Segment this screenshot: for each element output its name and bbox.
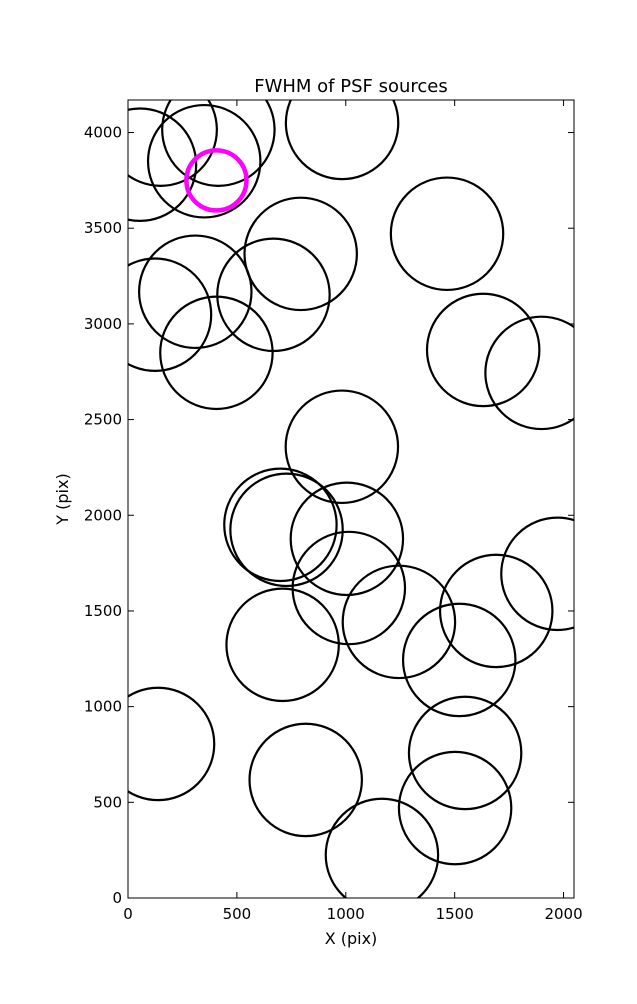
y-tick-label: 2000 bbox=[84, 506, 122, 524]
source-circle bbox=[128, 100, 218, 187]
source-circle bbox=[284, 389, 400, 505]
source-circle bbox=[146, 103, 262, 219]
x-tick-label: 0 bbox=[123, 905, 133, 923]
source-circle bbox=[291, 530, 407, 646]
source-circle bbox=[401, 602, 517, 718]
source-circle bbox=[324, 797, 440, 898]
x-tick-label: 1000 bbox=[327, 905, 365, 923]
source-circle bbox=[425, 292, 541, 408]
y-axis-label: Y (pix) bbox=[53, 473, 72, 525]
x-tick-label: 1500 bbox=[436, 905, 474, 923]
source-circle bbox=[184, 148, 249, 213]
y-tick-label: 1500 bbox=[84, 602, 122, 620]
y-tick-label: 2500 bbox=[84, 411, 122, 429]
plot-frame bbox=[127, 99, 575, 899]
plot-area bbox=[128, 100, 574, 898]
source-circle bbox=[225, 587, 340, 703]
chart-title: FWHM of PSF sources bbox=[254, 76, 448, 97]
x-tick-label: 500 bbox=[223, 905, 252, 923]
source-circle bbox=[128, 257, 213, 372]
y-tick-label: 3500 bbox=[84, 219, 122, 237]
source-circle bbox=[229, 472, 344, 588]
source-circle bbox=[128, 107, 198, 222]
source-circle bbox=[397, 750, 513, 866]
source-circle bbox=[284, 100, 400, 181]
source-circle bbox=[223, 467, 338, 583]
y-tick-label: 500 bbox=[93, 793, 122, 811]
source-circle bbox=[138, 234, 253, 350]
source-circle bbox=[407, 695, 523, 811]
source-circle bbox=[159, 295, 274, 411]
source-circle bbox=[248, 722, 363, 838]
source-circle bbox=[243, 196, 358, 312]
source-circle bbox=[484, 315, 574, 431]
x-axis-label: X (pix) bbox=[325, 929, 378, 948]
source-circle bbox=[289, 481, 405, 597]
y-tick-label: 0 bbox=[112, 889, 122, 907]
y-tick-label: 4000 bbox=[84, 124, 122, 142]
source-circle bbox=[161, 100, 276, 187]
x-tick-label: 2000 bbox=[544, 905, 582, 923]
source-circle bbox=[500, 516, 574, 632]
source-circle bbox=[128, 686, 216, 802]
source-circle bbox=[438, 553, 554, 669]
y-tick-label: 3000 bbox=[84, 315, 122, 333]
y-tick-label: 1000 bbox=[84, 698, 122, 716]
source-circle bbox=[216, 237, 331, 353]
source-circle bbox=[341, 564, 457, 680]
source-circle bbox=[389, 176, 505, 292]
